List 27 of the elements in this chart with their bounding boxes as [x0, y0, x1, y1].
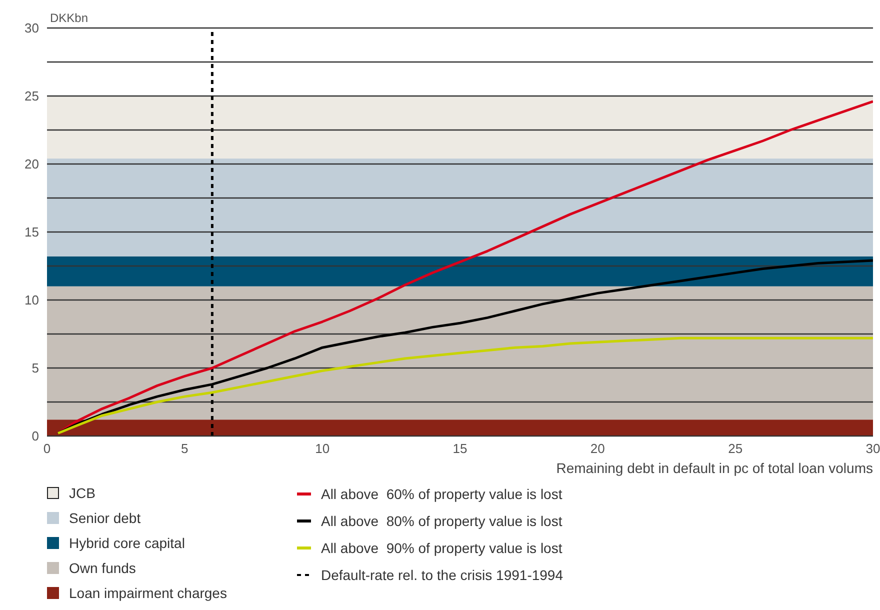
- x-tick-label: 20: [590, 441, 605, 456]
- legend-label: All above 60% of property value is lost: [320, 486, 562, 502]
- y-tick-label: 10: [24, 292, 39, 308]
- y-tick-label: 30: [24, 20, 39, 36]
- legend-label: Hybrid core capital: [69, 534, 185, 550]
- y-tick-label: 20: [24, 156, 39, 172]
- x-axis-title: Remaining debt in default in pc of total loan volums: [556, 460, 873, 476]
- line-series: [56, 336, 873, 435]
- y-tick-label: 0: [32, 428, 39, 444]
- legend-label: All above 80% of property value is lost: [320, 512, 562, 528]
- legend-label: Own funds: [69, 560, 136, 576]
- y-tick-label: 15: [24, 224, 39, 240]
- y-axis-title: DKKbn: [50, 11, 88, 25]
- x-tick-label: 10: [315, 441, 330, 456]
- x-tick-label: 30: [866, 441, 880, 456]
- line-series: [56, 100, 873, 435]
- y-tick-label: 5: [32, 360, 39, 376]
- legend-label: All above 90% of property value is lost: [320, 540, 562, 556]
- x-tick-label: 25: [728, 441, 743, 456]
- y-tick-label: 25: [24, 88, 39, 104]
- x-tick-label: 5: [181, 441, 188, 456]
- legend-label: JCB: [69, 484, 96, 500]
- x-tick-label: 15: [452, 441, 468, 456]
- legend-label: Senior debt: [69, 510, 141, 526]
- x-tick-label: 0: [43, 441, 51, 456]
- legend-label: Loan impairment charges: [69, 584, 227, 600]
- legend-label: Default-rate rel. to the crisis 1991-1994: [320, 566, 563, 582]
